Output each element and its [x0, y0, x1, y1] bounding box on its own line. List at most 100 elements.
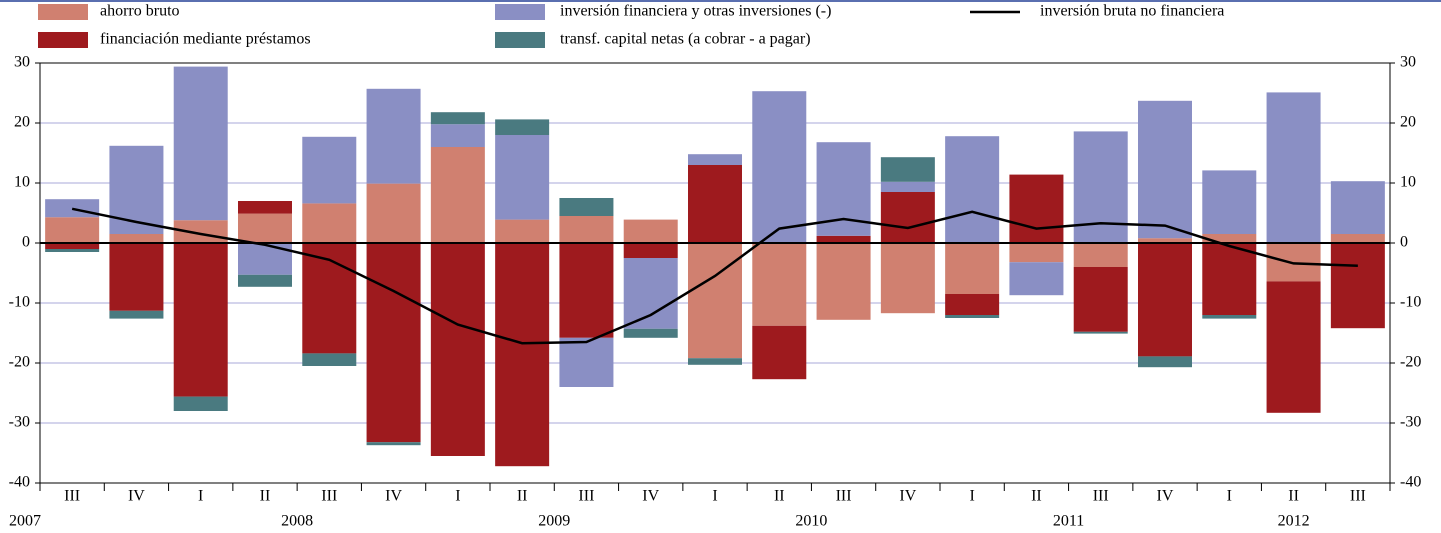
bar-segment [495, 219, 550, 243]
bar-segment [45, 217, 100, 243]
y2-tick-label: 20 [1400, 114, 1416, 131]
bar-segment [688, 243, 742, 359]
bar-segment [1330, 181, 1385, 234]
y-tick-label: -40 [9, 474, 30, 491]
y-tick-label: 10 [14, 174, 30, 191]
bar-segment [1009, 262, 1064, 296]
bar-segment [1266, 92, 1321, 244]
legend-label: inversión bruta no financiera [1040, 3, 1224, 20]
bar-segment [945, 136, 1000, 243]
bar-segment [238, 243, 292, 275]
bar-segment [752, 243, 807, 326]
bar-segment [1202, 243, 1257, 315]
bar-segment [238, 274, 292, 287]
bar-segment [366, 243, 421, 443]
legend-swatch [38, 4, 88, 20]
bar-segment [559, 243, 614, 338]
bar-segment [495, 135, 550, 220]
bar-segment [45, 243, 100, 249]
legend-label: financiación mediante préstamos [100, 31, 311, 48]
bar-segment [945, 243, 1000, 294]
x-tick-label: II [1288, 488, 1299, 505]
bar-segment [366, 183, 421, 243]
y-tick-label: -30 [9, 414, 30, 431]
bar-segment [752, 325, 807, 380]
x-tick-label: II [774, 488, 785, 505]
legend-swatch [495, 4, 545, 20]
bar-segment [945, 315, 1000, 318]
year-label: 2008 [281, 513, 313, 530]
bar-segment [430, 124, 485, 147]
bar-segment [559, 337, 614, 387]
x-tick-label: III [1093, 488, 1109, 505]
bar-segment [1138, 100, 1192, 239]
y-tick-label: 30 [14, 54, 30, 71]
bar-segment [1330, 234, 1385, 243]
line [71, 207, 1358, 345]
legend-label: ahorro bruto [100, 3, 180, 20]
bar-segment [688, 154, 742, 165]
bar-segment [1073, 243, 1128, 267]
y-tick-label: -20 [9, 354, 30, 371]
bar-segment [1138, 238, 1192, 243]
bar-segment [1073, 267, 1128, 332]
x-tick-label: I [712, 488, 717, 505]
y2-tick-label: -30 [1400, 414, 1421, 431]
x-tick-label: I [969, 488, 974, 505]
legend-swatch [495, 32, 545, 48]
bar-segment [816, 243, 871, 320]
bar-segment [1202, 315, 1257, 319]
bar-segment [109, 243, 164, 311]
bar-segment [173, 66, 228, 221]
bar-segment [366, 88, 421, 184]
bar-segment [1330, 243, 1385, 329]
bar-segment [559, 216, 614, 243]
y-tick-label: 20 [14, 114, 30, 131]
bar-segment [1138, 356, 1192, 368]
bar-segment [623, 258, 678, 329]
x-tick-label: IV [899, 488, 916, 505]
top-border [0, 0, 1441, 2]
x-tick-label: I [1227, 488, 1232, 505]
x-tick-label: I [455, 488, 460, 505]
bar-segment [752, 91, 807, 243]
bar-segment [173, 243, 228, 397]
bar-segment [45, 249, 100, 252]
bar-segment [430, 147, 485, 243]
year-label: 2007 [9, 513, 41, 530]
x-tick-label: II [1031, 488, 1042, 505]
bar-segment [366, 442, 421, 446]
legend-swatch [38, 32, 88, 48]
bar-segment [430, 112, 485, 125]
bar-segment [688, 358, 742, 365]
y2-tick-label: -10 [1400, 294, 1421, 311]
year-label: 2010 [795, 513, 827, 530]
bar-segment [880, 157, 935, 182]
y2-tick-label: -40 [1400, 474, 1421, 491]
bar-segment [945, 294, 1000, 315]
bar-segment [238, 213, 292, 243]
x-tick-label: III [836, 488, 852, 505]
bar-segment [1009, 243, 1064, 263]
y-tick-label: 0 [22, 234, 30, 251]
bar-segment [1138, 243, 1192, 357]
year-label: 2012 [1278, 513, 1310, 530]
y2-tick-label: 30 [1400, 54, 1416, 71]
bar-segment [1266, 281, 1321, 413]
bar-segment [1202, 170, 1257, 234]
x-tick-label: II [517, 488, 528, 505]
x-tick-label: III [64, 488, 80, 505]
bar-segment [302, 243, 357, 354]
bar-segment [880, 181, 935, 192]
x-tick-label: IV [642, 488, 659, 505]
bar-segment [880, 243, 935, 314]
bar-segment [302, 353, 357, 366]
bar-segment [430, 243, 485, 456]
x-tick-label: IV [128, 488, 145, 505]
bar-segment [623, 243, 678, 258]
bar-segment [1073, 331, 1128, 334]
bar-segment [623, 219, 678, 243]
y-tick-label: -10 [9, 294, 30, 311]
legend-label: transf. capital netas (a cobrar - a paga… [560, 31, 811, 48]
